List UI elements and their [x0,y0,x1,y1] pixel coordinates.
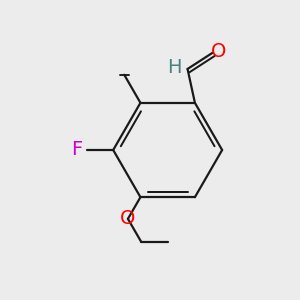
Text: O: O [120,209,136,228]
Text: H: H [167,58,182,77]
Text: O: O [212,42,227,61]
Text: F: F [71,140,82,160]
